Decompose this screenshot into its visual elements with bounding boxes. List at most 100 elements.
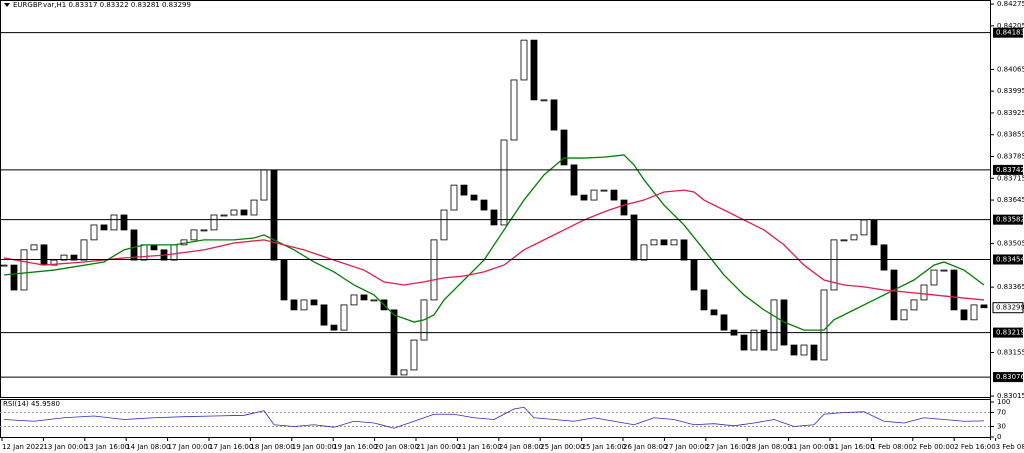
candle <box>390 309 398 376</box>
candle <box>580 194 588 201</box>
y-tick-label: 0.83155 <box>997 349 1024 357</box>
x-tick-label: 25 Jan 00:00 <box>540 443 584 451</box>
x-tick-label: 13 Jan 00:00 <box>43 443 87 451</box>
rsi-tick-label: 100 <box>997 398 1010 406</box>
candle <box>810 344 818 361</box>
level-label-box <box>993 27 1023 38</box>
candle <box>20 249 28 291</box>
candle <box>360 294 368 301</box>
rsi-line <box>3 406 985 429</box>
candle <box>80 239 88 261</box>
candle <box>400 369 408 376</box>
candle <box>370 299 378 302</box>
candle <box>680 239 688 261</box>
candle <box>940 269 948 272</box>
candle <box>900 309 908 321</box>
x-tick-label: 2 Feb 00:00 <box>913 443 954 451</box>
x-tick-label: 27 Jan 00:00 <box>664 443 708 451</box>
candle <box>870 219 878 246</box>
x-tick-label: 31 Jan 00:00 <box>789 443 833 451</box>
candle <box>530 39 538 101</box>
y-tick-label: 0.83925 <box>997 109 1024 117</box>
level-label-box <box>993 327 1023 338</box>
level-label: 0.83454 <box>996 255 1024 263</box>
candle <box>860 219 868 236</box>
candle <box>230 209 238 216</box>
candle <box>620 199 628 216</box>
level-label-box <box>993 214 1023 225</box>
candle <box>790 344 798 356</box>
candle <box>150 244 158 251</box>
level-label-box <box>993 164 1023 175</box>
candle <box>770 299 778 351</box>
candle <box>110 214 118 231</box>
candle <box>350 294 358 306</box>
candle <box>90 224 98 241</box>
candle <box>570 164 578 196</box>
level-label: 0.83219 <box>996 329 1024 337</box>
chart-title: EURGBP.var,H1 0.83317 0.83322 0.83281 0.… <box>13 1 191 9</box>
x-tick-label: 18 Jan 08:00 <box>250 443 294 451</box>
candle <box>950 269 958 311</box>
x-tick-label: 25 Jan 16:00 <box>582 443 626 451</box>
candle <box>30 244 38 251</box>
candle <box>660 239 668 246</box>
y-tick-label: 0.84065 <box>997 65 1024 73</box>
candle <box>470 194 478 201</box>
candle <box>480 199 488 211</box>
x-tick-label: 1 Feb 08:00 <box>871 443 912 451</box>
x-tick-label: 24 Jan 08:00 <box>499 443 543 451</box>
candle <box>310 299 318 306</box>
candle <box>10 264 18 291</box>
candle <box>550 99 558 131</box>
candle <box>340 304 348 331</box>
level-label-box <box>993 372 1023 383</box>
x-tick-label: 20 Jan 08:00 <box>375 443 419 451</box>
candle <box>300 299 308 311</box>
candle <box>140 244 148 261</box>
y-tick-label: 0.83505 <box>997 240 1024 248</box>
candle <box>890 269 898 321</box>
candle <box>40 244 48 266</box>
x-tick-label: 19 Jan 00:00 <box>292 443 336 451</box>
y-tick-label: 0.83995 <box>997 87 1024 95</box>
candle <box>240 209 248 216</box>
candle <box>290 299 298 311</box>
candle <box>540 99 548 102</box>
moving-average <box>3 189 985 301</box>
y-tick-label: 0.84205 <box>997 22 1024 30</box>
x-tick-label: 2 Feb 16:00 <box>954 443 995 451</box>
menu-arrow <box>4 3 10 7</box>
candle <box>250 199 258 216</box>
candle <box>590 189 598 201</box>
x-tick-label: 3 Feb 08:00 <box>996 443 1024 451</box>
x-tick-label: 26 Jan 08:00 <box>623 443 667 451</box>
candle <box>670 239 678 246</box>
y-tick-label: 0.83715 <box>997 174 1024 182</box>
candle <box>270 169 278 261</box>
price-label-box <box>992 302 1024 314</box>
rsi-tick-label: 0 <box>997 433 1001 441</box>
price-label: 0.83299 <box>996 304 1024 312</box>
x-tick-label: 13 Jan 16:00 <box>85 443 129 451</box>
candle <box>100 224 108 231</box>
level-label: 0.83582 <box>996 216 1024 224</box>
candle <box>520 39 528 81</box>
x-tick-label: 12 Jan 2022 <box>2 443 44 451</box>
y-tick-label: 0.84275 <box>997 0 1024 8</box>
level-label: 0.83742 <box>996 166 1024 174</box>
moving-average <box>3 154 985 331</box>
candle <box>210 214 218 231</box>
candle <box>500 139 508 226</box>
candle <box>750 329 758 351</box>
x-tick-label: 28 Jan 08:00 <box>747 443 791 451</box>
candle <box>640 244 648 261</box>
candle <box>800 344 808 356</box>
x-tick-label: 21 Jan 16:00 <box>457 443 501 451</box>
y-tick-label: 0.83015 <box>997 392 1024 400</box>
candle <box>50 259 58 266</box>
candle <box>960 309 968 321</box>
candle <box>510 79 518 141</box>
candle <box>610 189 618 201</box>
